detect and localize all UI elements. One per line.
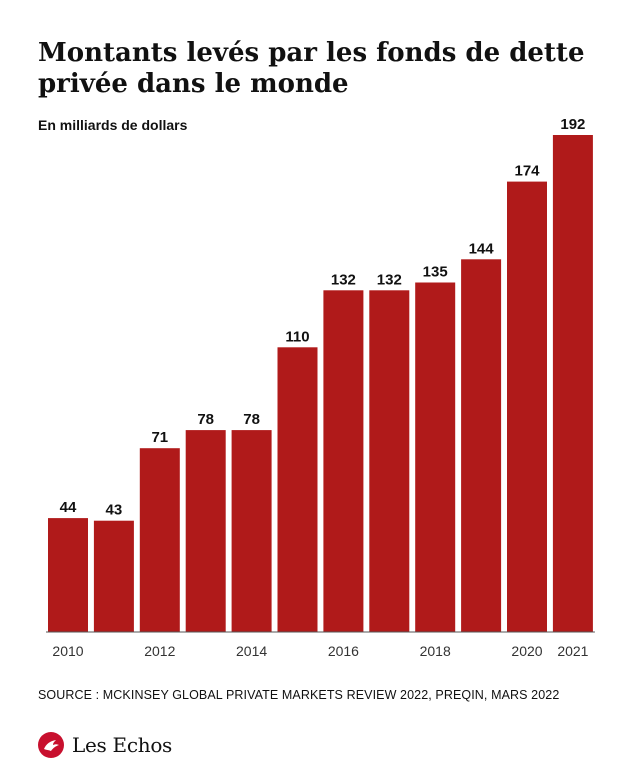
bar-2015 bbox=[277, 347, 318, 632]
brand-logo: Les Echos bbox=[38, 732, 172, 758]
chart-title: Montants levés par les fonds de dette pr… bbox=[38, 38, 585, 99]
bar-chart: 44 2010 43 71 2012 78 78 2014 110 132 2016 132 135 20… bbox=[46, 116, 595, 659]
bar-2010 bbox=[48, 518, 88, 632]
x-tick-label-2010: 2010 bbox=[52, 643, 83, 659]
bar-2021 bbox=[552, 135, 593, 632]
data-label-2015: 110 bbox=[285, 328, 309, 345]
brand-mark-icon bbox=[38, 732, 64, 758]
bar-2017 bbox=[369, 290, 410, 632]
x-tick-label-2018: 2018 bbox=[420, 643, 451, 659]
data-label-2021: 192 bbox=[560, 116, 585, 133]
bar-2014 bbox=[231, 430, 272, 632]
x-tick-label-2021: 2021 bbox=[557, 643, 588, 659]
data-label-2018: 135 bbox=[423, 264, 448, 281]
chart-subtitle: En milliards de dollars bbox=[38, 117, 188, 133]
x-tick-label-2014: 2014 bbox=[236, 643, 267, 659]
data-label-2020: 174 bbox=[514, 163, 540, 180]
bar-2016 bbox=[323, 290, 364, 632]
x-tick-label-2012: 2012 bbox=[144, 643, 175, 659]
brand-name: Les Echos bbox=[72, 733, 173, 757]
bar-2012 bbox=[139, 448, 180, 632]
bar-2019 bbox=[461, 259, 502, 633]
data-label-2013: 78 bbox=[197, 411, 214, 428]
source-note: SOURCE : MCKINSEY GLOBAL PRIVATE MARKETS… bbox=[38, 688, 560, 702]
x-tick-label-2020: 2020 bbox=[511, 643, 542, 659]
bar-2018 bbox=[415, 282, 456, 632]
data-label-2019: 144 bbox=[469, 240, 495, 257]
bar-2013 bbox=[185, 430, 226, 632]
data-label-2016: 132 bbox=[331, 271, 356, 288]
data-label-2012: 71 bbox=[151, 429, 168, 446]
data-label-2014: 78 bbox=[243, 411, 260, 428]
data-label-2017: 132 bbox=[377, 271, 402, 288]
bar-2011 bbox=[93, 520, 134, 632]
bar-2020 bbox=[507, 181, 547, 632]
data-label-2010: 44 bbox=[60, 499, 77, 516]
x-tick-label-2016: 2016 bbox=[328, 643, 359, 659]
data-label-2011: 43 bbox=[106, 502, 123, 519]
